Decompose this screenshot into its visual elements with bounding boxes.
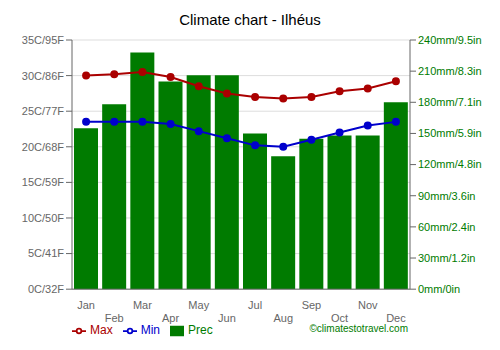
svg-text:30mm/1.2in: 30mm/1.2in <box>418 252 475 264</box>
svg-text:Jul: Jul <box>248 299 262 311</box>
html-text:Climate chart - Ilhéus: Climate chart - Ilhéus <box>179 11 321 28</box>
html-text:Prec: Prec <box>188 323 213 338</box>
svg-text:May: May <box>188 299 209 311</box>
svg-text:20C/68F: 20C/68F <box>22 141 64 153</box>
html-text:Max: Max <box>90 323 113 338</box>
svg-text:Sep: Sep <box>302 299 322 311</box>
svg-text:Aug: Aug <box>273 312 293 324</box>
svg-text:60mm/2.4in: 60mm/2.4in <box>418 221 475 233</box>
svg-text:Feb: Feb <box>105 312 124 324</box>
svg-text:10C/50F: 10C/50F <box>22 212 64 224</box>
svg-text:0mm/0in: 0mm/0in <box>418 283 460 295</box>
svg-text:240mm/9.5in: 240mm/9.5in <box>418 34 482 46</box>
svg-text:180mm/7.1in: 180mm/7.1in <box>418 96 482 108</box>
svg-text:120mm/4.8in: 120mm/4.8in <box>418 158 482 170</box>
svg-text:15C/59F: 15C/59F <box>22 176 64 188</box>
svg-text:Jan: Jan <box>77 299 95 311</box>
svg-text:35C/95F: 35C/95F <box>22 34 64 46</box>
svg-text:30C/86F: 30C/86F <box>22 70 64 82</box>
svg-text:150mm/5.9in: 150mm/5.9in <box>418 127 482 139</box>
svg-text:25C/77F: 25C/77F <box>22 105 64 117</box>
svg-text:90mm/3.6in: 90mm/3.6in <box>418 190 475 202</box>
svg-text:Oct: Oct <box>331 312 348 324</box>
svg-text:5C/41F: 5C/41F <box>28 247 64 259</box>
html-text:©climatestotravel.com: ©climatestotravel.com <box>309 323 408 334</box>
svg-text:210mm/8.3in: 210mm/8.3in <box>418 65 482 77</box>
svg-text:0C/32F: 0C/32F <box>28 283 64 295</box>
svg-text:Apr: Apr <box>162 312 179 324</box>
svg-text:Nov: Nov <box>358 299 378 311</box>
svg-text:Jun: Jun <box>218 312 236 324</box>
svg-text:Dec: Dec <box>386 312 406 324</box>
html-text:Min: Min <box>140 323 160 338</box>
svg-text:Mar: Mar <box>133 299 152 311</box>
